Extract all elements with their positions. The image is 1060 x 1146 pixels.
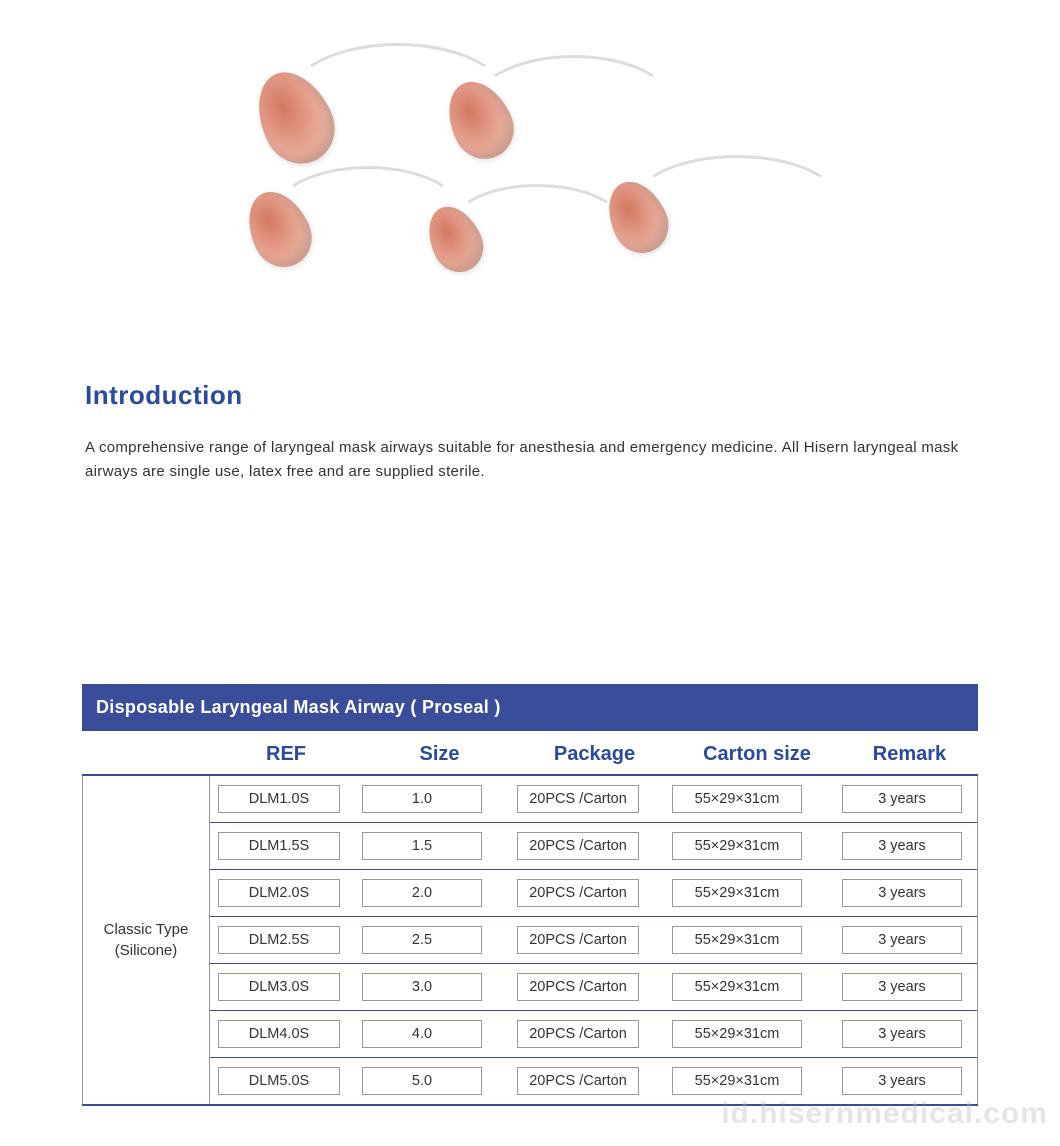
intro-text: A comprehensive range of laryngeal mask … (85, 436, 975, 484)
col-header-ref: REF (210, 743, 362, 766)
cell-remark: 3 years (842, 785, 962, 813)
cell-remark: 3 years (842, 879, 962, 907)
table-row: DLM1.0S 1.0 20PCS /Carton 55×29×31cm 3 years (210, 776, 977, 823)
table-row: DLM2.5S 2.5 20PCS /Carton 55×29×31cm 3 years (210, 917, 977, 964)
table-row: DLM1.5S 1.5 20PCS /Carton 55×29×31cm 3 years (210, 823, 977, 870)
cell-carton: 55×29×31cm (672, 973, 802, 1001)
cell-carton: 55×29×31cm (672, 832, 802, 860)
cell-size: 1.5 (362, 832, 482, 860)
cell-ref: DLM3.0S (218, 973, 340, 1001)
cell-carton: 55×29×31cm (672, 879, 802, 907)
col-header-type (82, 743, 210, 766)
cell-ref: DLM4.0S (218, 1020, 340, 1048)
product-image-area (0, 20, 1060, 360)
table-header-bar: Disposable Laryngeal Mask Airway ( Prose… (82, 684, 978, 731)
cell-carton: 55×29×31cm (672, 785, 802, 813)
col-header-carton: Carton size (672, 743, 842, 766)
col-header-remark: Remark (842, 743, 977, 766)
cell-size: 3.0 (362, 973, 482, 1001)
cell-size: 2.0 (362, 879, 482, 907)
table-column-headers: REF Size Package Carton size Remark (82, 731, 978, 774)
intro-section: Introduction A comprehensive range of la… (0, 380, 1060, 484)
cell-ref: DLM5.0S (218, 1067, 340, 1095)
type-cell: Classic Type (Silicone) (82, 776, 210, 1104)
cell-package: 20PCS /Carton (517, 1067, 639, 1095)
col-header-package: Package (517, 743, 672, 766)
cell-size: 5.0 (362, 1067, 482, 1095)
table-row: DLM5.0S 5.0 20PCS /Carton 55×29×31cm 3 years (210, 1058, 977, 1104)
cell-ref: DLM2.5S (218, 926, 340, 954)
cell-carton: 55×29×31cm (672, 1067, 802, 1095)
cell-ref: DLM1.5S (218, 832, 340, 860)
table-section: Disposable Laryngeal Mask Airway ( Prose… (0, 684, 1060, 1106)
cell-remark: 3 years (842, 1020, 962, 1048)
cell-package: 20PCS /Carton (517, 832, 639, 860)
data-rows: DLM1.0S 1.0 20PCS /Carton 55×29×31cm 3 years… (210, 776, 978, 1104)
type-label-line2: (Silicone) (115, 940, 178, 961)
cell-carton: 55×29×31cm (672, 926, 802, 954)
cell-package: 20PCS /Carton (517, 785, 639, 813)
cell-size: 1.0 (362, 785, 482, 813)
cell-package: 20PCS /Carton (517, 1020, 639, 1048)
cell-size: 2.5 (362, 926, 482, 954)
type-label-line1: Classic Type (104, 919, 189, 940)
table-row: DLM2.0S 2.0 20PCS /Carton 55×29×31cm 3 years (210, 870, 977, 917)
col-header-size: Size (362, 743, 517, 766)
cell-ref: DLM1.0S (218, 785, 340, 813)
intro-title: Introduction (85, 380, 975, 411)
cell-size: 4.0 (362, 1020, 482, 1048)
table-body: Classic Type (Silicone) DLM1.0S 1.0 20PCS … (82, 774, 978, 1106)
cell-ref: DLM2.0S (218, 879, 340, 907)
cell-package: 20PCS /Carton (517, 926, 639, 954)
cell-remark: 3 years (842, 1067, 962, 1095)
cell-carton: 55×29×31cm (672, 1020, 802, 1048)
table-row: DLM3.0S 3.0 20PCS /Carton 55×29×31cm 3 years (210, 964, 977, 1011)
cell-remark: 3 years (842, 973, 962, 1001)
cell-remark: 3 years (842, 926, 962, 954)
cell-package: 20PCS /Carton (517, 879, 639, 907)
table-row: DLM4.0S 4.0 20PCS /Carton 55×29×31cm 3 years (210, 1011, 977, 1058)
mask-cluster (230, 40, 830, 340)
cell-package: 20PCS /Carton (517, 973, 639, 1001)
cell-remark: 3 years (842, 832, 962, 860)
